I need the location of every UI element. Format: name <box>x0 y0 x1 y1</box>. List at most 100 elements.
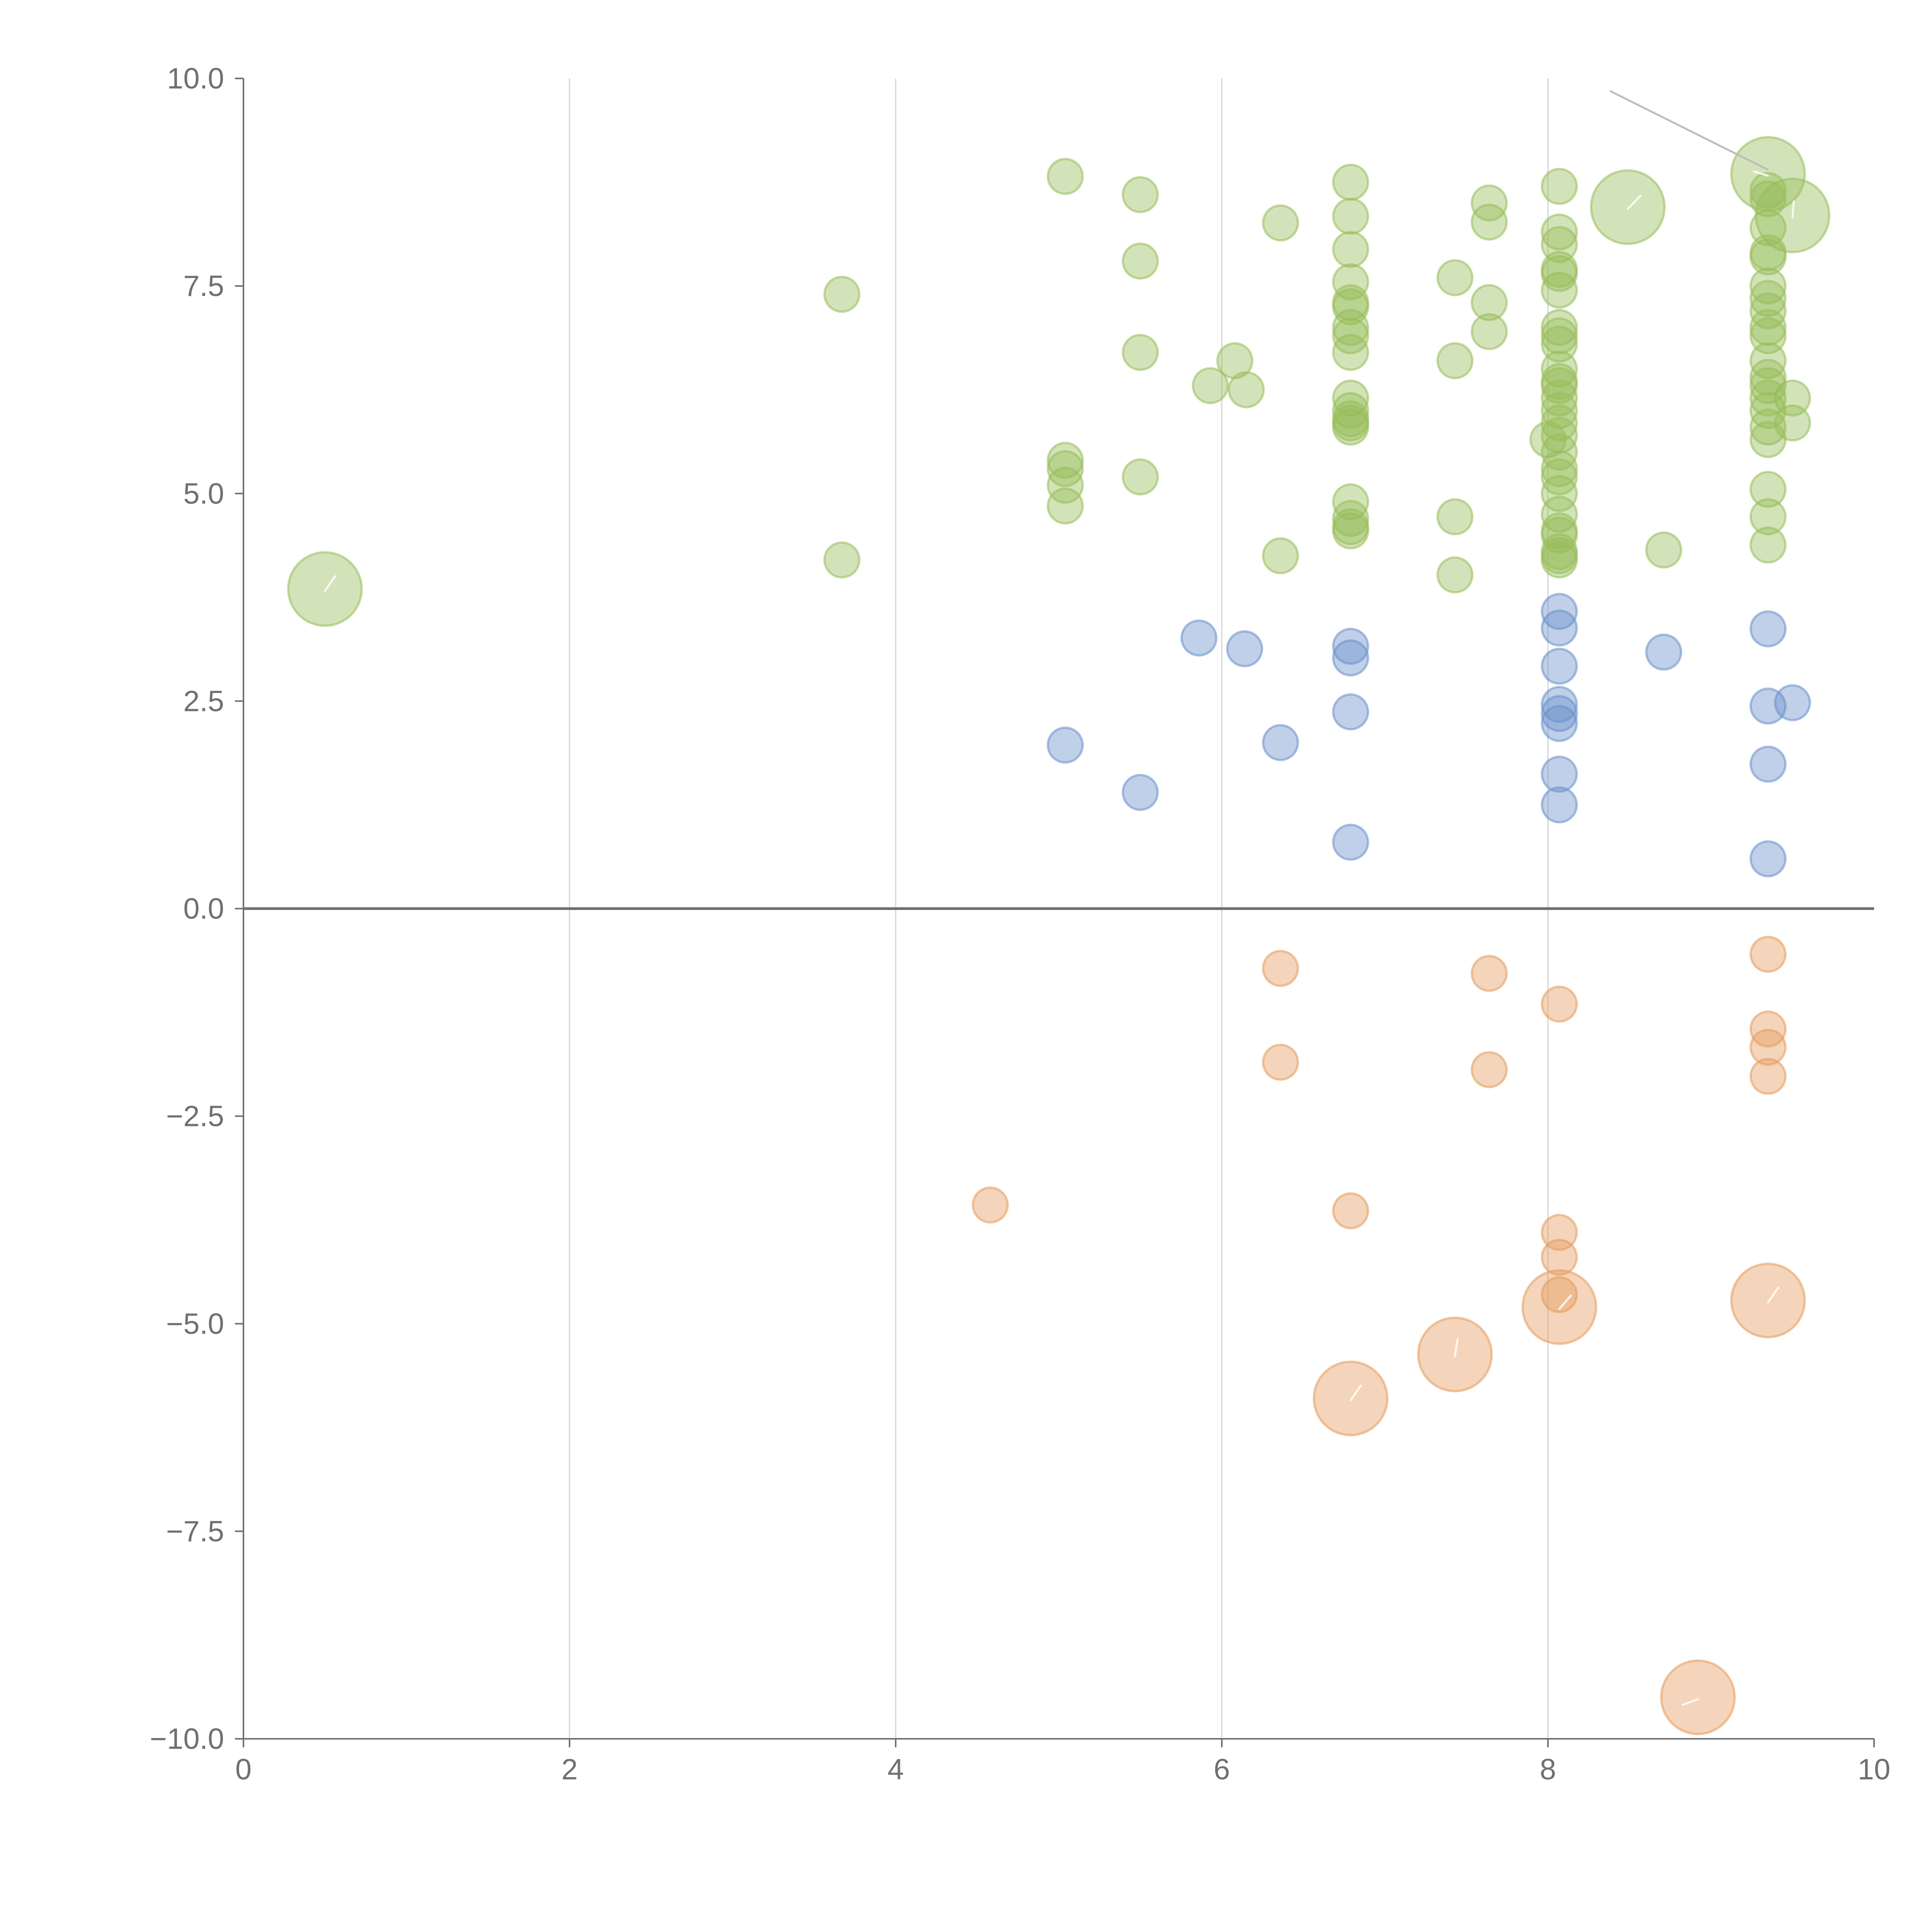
data-point <box>1332 512 1369 549</box>
data-point <box>1332 500 1369 537</box>
data-point <box>1332 639 1369 677</box>
data-point <box>1541 213 1578 251</box>
data-point <box>1749 498 1787 536</box>
data-point <box>1436 342 1474 379</box>
x-tick-label: 4 <box>888 1753 904 1786</box>
data-point <box>1262 950 1299 987</box>
x-tick-label: 0 <box>235 1753 252 1786</box>
data-point <box>1262 724 1299 761</box>
data-point <box>1228 371 1265 408</box>
data-point <box>1471 313 1508 350</box>
data-point <box>1122 774 1159 811</box>
data-point <box>1749 840 1787 878</box>
data-point <box>1332 288 1369 325</box>
data-point <box>1471 955 1508 992</box>
data-point <box>1226 630 1264 668</box>
data-point <box>1749 1058 1787 1095</box>
data-point <box>1590 169 1666 245</box>
data-point <box>1749 526 1787 564</box>
data-point <box>1749 359 1787 396</box>
data-point <box>1774 684 1811 721</box>
data-point <box>1749 935 1787 973</box>
x-tick-label: 8 <box>1540 1753 1556 1786</box>
bubble-highlight <box>1753 170 1769 177</box>
data-point <box>1332 693 1369 731</box>
data-point <box>1332 334 1369 371</box>
data-point <box>823 541 861 579</box>
data-point <box>1541 475 1578 512</box>
bubble-highlight <box>324 575 337 592</box>
data-point <box>1749 280 1787 317</box>
data-point <box>1046 466 1084 504</box>
data-point <box>1046 487 1084 525</box>
data-point <box>1749 309 1787 346</box>
data-point <box>1541 541 1578 579</box>
data-point <box>1262 1043 1299 1081</box>
data-point <box>287 551 363 627</box>
data-point <box>1645 633 1682 671</box>
data-point <box>1774 404 1811 442</box>
data-point <box>1749 745 1787 783</box>
bubble-highlight <box>1767 1286 1779 1303</box>
data-point <box>1471 284 1508 321</box>
data-point <box>1332 628 1369 665</box>
data-point <box>1122 176 1159 213</box>
bubble-highlight <box>1627 194 1642 210</box>
y-tick-label: −2.5 <box>166 1100 224 1133</box>
data-point <box>1541 1238 1578 1276</box>
data-point <box>1436 259 1474 296</box>
data-point <box>1541 705 1578 742</box>
data-point <box>1541 168 1578 205</box>
y-tick-label: −7.5 <box>166 1515 224 1548</box>
data-point <box>1122 242 1159 280</box>
data-point <box>1541 317 1578 355</box>
data-point <box>1749 471 1787 508</box>
data-point <box>823 276 861 313</box>
data-point <box>1541 786 1578 823</box>
data-point <box>1541 648 1578 685</box>
data-point <box>1122 334 1159 371</box>
data-point <box>1541 609 1578 647</box>
data-point <box>1749 172 1787 209</box>
data-point <box>1471 1051 1508 1088</box>
data-point <box>1332 823 1369 861</box>
x-tick-label: 10 <box>1858 1753 1891 1786</box>
bubble-highlight <box>1454 1338 1459 1357</box>
data-point <box>1471 184 1508 222</box>
data-point <box>1046 158 1084 195</box>
x-tick-label: 6 <box>1214 1753 1230 1786</box>
y-tick-label: 5.0 <box>183 477 224 510</box>
annotation-leader-line <box>1609 90 1769 171</box>
y-tick-label: 7.5 <box>183 270 224 303</box>
bubble-highlight <box>1681 1698 1699 1706</box>
data-point <box>971 1186 1009 1224</box>
data-point <box>1180 619 1218 657</box>
data-point <box>1332 197 1369 235</box>
data-point <box>1436 556 1474 594</box>
data-point <box>1332 163 1369 201</box>
data-point <box>1521 1269 1597 1345</box>
data-point <box>1541 271 1578 309</box>
data-point <box>1749 238 1787 276</box>
data-point <box>1122 458 1159 496</box>
data-point <box>1332 231 1369 268</box>
data-point <box>1313 1361 1389 1437</box>
data-point <box>1541 695 1578 732</box>
data-point <box>1541 755 1578 793</box>
data-point <box>1660 1659 1736 1735</box>
data-point <box>1541 1276 1578 1313</box>
data-point <box>1645 531 1682 569</box>
data-point <box>1471 203 1508 241</box>
data-point <box>1192 367 1229 404</box>
data-point <box>1436 498 1474 536</box>
y-tick-label: −5.0 <box>166 1308 224 1340</box>
annotation-layer <box>324 90 1795 1706</box>
bubble-layer <box>287 136 1830 1735</box>
data-point <box>1749 610 1787 648</box>
data-point <box>1749 1029 1787 1066</box>
bubble-highlight <box>1349 1384 1362 1401</box>
data-point <box>1046 726 1084 764</box>
data-point <box>1730 1262 1806 1338</box>
